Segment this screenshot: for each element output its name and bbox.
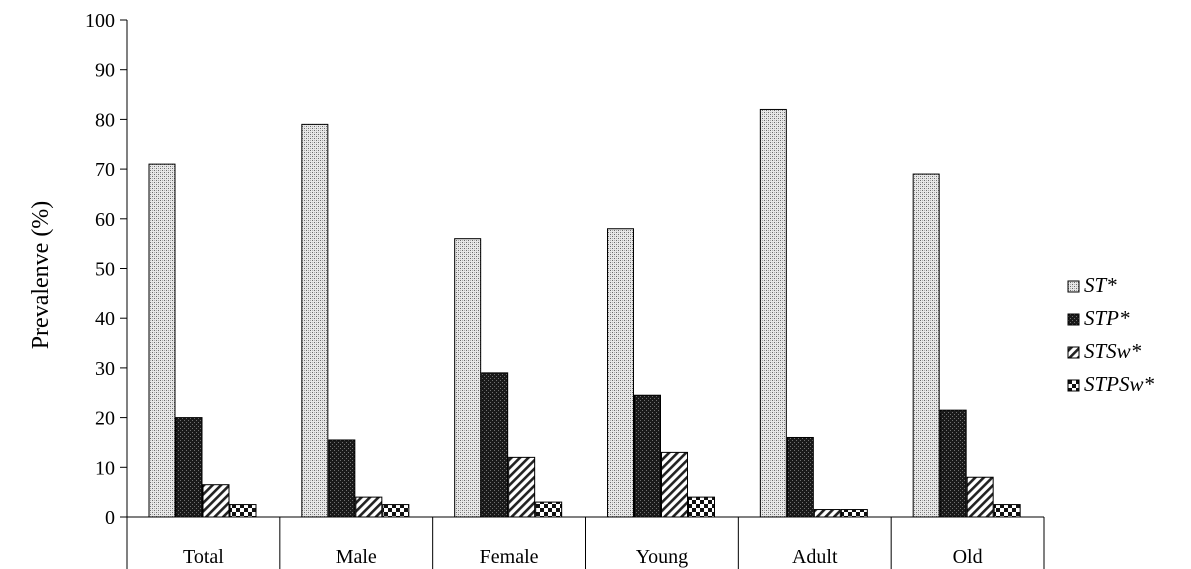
bar-old-series-1 — [912, 173, 940, 518]
bar-male-series-4 — [382, 504, 410, 518]
y-tick-label: 40 — [95, 308, 115, 330]
bar-female-series-1 — [454, 238, 482, 518]
axes — [126, 20, 1045, 569]
bar-male-series-3 — [355, 496, 383, 518]
bar-young-series-2 — [634, 394, 661, 518]
legend-label-4: STPSw* — [1084, 372, 1155, 396]
bar-adult-series-4 — [840, 509, 868, 518]
bar-old-series-4 — [993, 504, 1021, 518]
bar-adult-series-1 — [759, 108, 787, 518]
legend-swatch-4 — [1067, 379, 1080, 392]
y-tick-label: 90 — [95, 60, 115, 82]
bar-young-series-3 — [661, 451, 688, 518]
category-label-male: Male — [336, 546, 377, 568]
y-tick-label: 50 — [95, 259, 115, 281]
bar-adult-series-2 — [786, 436, 814, 518]
legend-label-1: ST* — [1084, 273, 1117, 297]
legend-swatch-2 — [1067, 313, 1080, 326]
bar-total-series-3 — [202, 484, 230, 518]
y-tick-label: 60 — [95, 209, 115, 231]
y-tick-label: 80 — [95, 109, 115, 131]
bar-female-series-2 — [481, 372, 509, 518]
y-tick-label: 30 — [95, 358, 115, 380]
bar-female-series-4 — [535, 501, 563, 518]
category-label-total: Total — [183, 546, 224, 568]
bars — [148, 108, 1021, 518]
bar-total-series-1 — [148, 163, 176, 518]
y-axis-ticks: 0 10 20 30 40 50 60 70 80 90 100 — [85, 10, 127, 529]
legend-label-2: STP* — [1084, 306, 1130, 330]
bar-young-series-4 — [688, 496, 715, 518]
bar-adult-series-3 — [813, 509, 841, 518]
y-tick-label: 20 — [95, 408, 115, 430]
y-tick-label: 10 — [95, 457, 115, 479]
bar-male-series-1 — [301, 123, 329, 518]
legend: ST* STP* STSw* STPSw* — [1067, 273, 1155, 396]
bar-female-series-3 — [508, 456, 536, 518]
y-tick-label: 70 — [95, 159, 115, 181]
legend-swatch-3 — [1067, 346, 1080, 359]
y-tick-label: 100 — [85, 10, 115, 32]
bar-total-series-2 — [175, 417, 203, 518]
category-labels: Total Male Female Young Adult Old — [183, 546, 983, 568]
category-label-female: Female — [480, 546, 539, 568]
legend-swatch-1 — [1067, 280, 1080, 293]
legend-label-3: STSw* — [1084, 339, 1142, 363]
bar-old-series-2 — [939, 409, 967, 518]
category-label-old: Old — [953, 546, 983, 568]
bar-total-series-4 — [229, 504, 257, 518]
bar-male-series-2 — [328, 439, 356, 518]
category-label-adult: Adult — [792, 546, 838, 568]
y-axis-title: Prevalenve (%) — [28, 201, 54, 350]
category-label-young: Young — [636, 546, 688, 568]
y-tick-label: 0 — [105, 507, 115, 529]
bar-old-series-3 — [966, 476, 994, 518]
bar-young-series-1 — [607, 228, 634, 518]
